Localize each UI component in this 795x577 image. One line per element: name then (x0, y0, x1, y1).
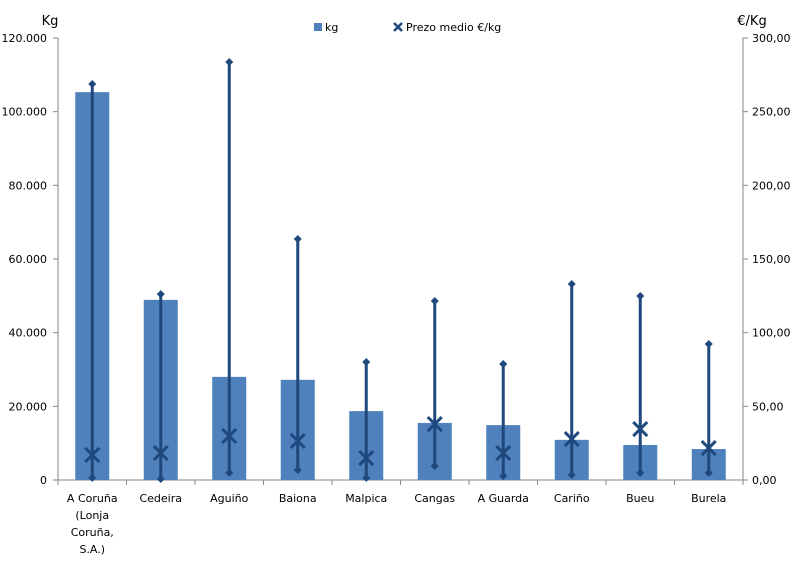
max-price-marker (430, 296, 439, 305)
max-price-marker (362, 357, 371, 366)
x-tick-label: Cedeira (139, 492, 182, 505)
avg-price-x-marker (221, 427, 238, 445)
legend-swatch-kg (314, 23, 322, 31)
min-price-marker (567, 470, 576, 479)
min-price-marker (362, 473, 371, 482)
avg-price-x-marker (84, 446, 101, 464)
min-price-marker (704, 468, 713, 477)
avg-marker-stroke (221, 427, 238, 445)
avg-price-x-marker (426, 415, 443, 433)
avg-price-x-marker (632, 420, 649, 438)
max-price-marker (225, 58, 234, 67)
x-tick-label: Baiona (279, 492, 317, 505)
y2-tick-label: 100,00 (752, 327, 791, 340)
avg-marker-stroke (426, 415, 443, 433)
x-tick-label: Cangas (414, 492, 455, 505)
x-tick-label: Coruña, (71, 526, 114, 539)
avg-marker-stroke (289, 432, 306, 450)
y2-tick-label: 300,00 (752, 32, 791, 45)
x-tick-label: Malpica (345, 492, 387, 505)
legend-label-price: Prezo medio €/kg (406, 21, 501, 34)
max-price-marker (636, 291, 645, 300)
min-price-marker (293, 465, 302, 474)
min-price-marker (430, 462, 439, 471)
legend: kg Prezo medio €/kg (314, 21, 501, 34)
y-tick-label: 100.000 (2, 106, 48, 119)
min-price-marker (156, 474, 165, 483)
max-price-marker (293, 234, 302, 243)
avg-marker-stroke (632, 420, 649, 438)
y-tick-label: 40.000 (9, 327, 48, 340)
y-tick-label: 20.000 (9, 400, 48, 413)
y-tick-label: 0 (40, 474, 47, 487)
avg-price-x-marker (358, 449, 375, 467)
x-tick-label: Aguiño (210, 492, 249, 505)
min-price-marker (225, 468, 234, 477)
avg-price-x-marker (289, 432, 306, 450)
min-price-marker (499, 472, 508, 481)
x-tick-label: Cariño (554, 492, 590, 505)
y2-tick-label: 250,00 (752, 106, 791, 119)
avg-marker-stroke (152, 444, 169, 462)
max-price-marker (88, 79, 97, 88)
avg-marker-stroke (495, 444, 512, 462)
max-price-marker (499, 360, 508, 369)
legend-x-marker-icon (393, 22, 403, 32)
x-tick-label: A Guarda (478, 492, 529, 505)
y2-tick-label: 150,00 (752, 253, 791, 266)
min-price-marker (88, 473, 97, 482)
y2-tick-label: 50,00 (752, 400, 784, 413)
min-price-marker (636, 468, 645, 477)
avg-price-x-marker (495, 444, 512, 462)
x-tick-label: Bueu (626, 492, 654, 505)
y2-tick-label: 0,00 (752, 474, 777, 487)
x-tick-label: (Lonja (75, 509, 109, 522)
y-axis-label: Kg (42, 14, 59, 29)
max-price-marker (156, 290, 165, 299)
x-tick-label: Burela (691, 492, 726, 505)
x-tick-label: S.A.) (79, 543, 105, 556)
max-price-marker (704, 340, 713, 349)
y-tick-label: 120.000 (2, 32, 48, 45)
x-tick-label: A Coruña (67, 492, 118, 505)
y-tick-label: 60.000 (9, 253, 48, 266)
y2-axis-label: €/Kg (737, 14, 766, 29)
avg-marker-stroke (563, 430, 580, 448)
avg-price-x-marker (152, 444, 169, 462)
y-tick-label: 80.000 (9, 179, 48, 192)
avg-marker-stroke (700, 439, 717, 457)
avg-marker-stroke (84, 446, 101, 464)
max-price-marker (567, 280, 576, 289)
y2-tick-label: 200,00 (752, 179, 791, 192)
legend-label-kg: kg (325, 21, 338, 34)
avg-price-x-marker (563, 430, 580, 448)
avg-marker-stroke (358, 449, 375, 467)
avg-price-x-marker (700, 439, 717, 457)
